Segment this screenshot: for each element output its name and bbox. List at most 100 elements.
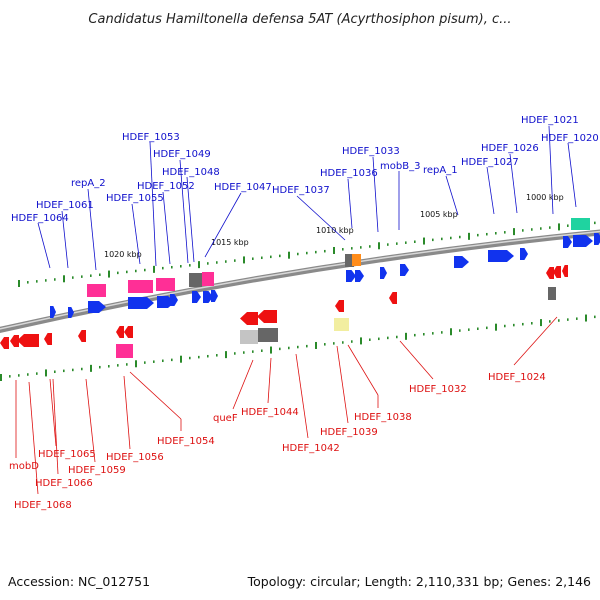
tick-mark (144, 361, 146, 364)
label-hdef-1039[interactable]: HDEF_1039 (320, 427, 378, 438)
reverse-gene (10, 335, 19, 347)
forward-gene (400, 264, 409, 276)
label-hdef-1047[interactable]: HDEF_1047 (214, 182, 272, 193)
tick-mark (243, 351, 245, 354)
forward-gene (346, 270, 356, 282)
tick-mark (135, 269, 137, 273)
tick-mark (594, 315, 596, 319)
topology-text: Topology: circular; Length: 2,110,331 bp… (247, 574, 591, 589)
label-hdef-1020[interactable]: HDEF_1020 (541, 133, 599, 144)
label-hdef-1042[interactable]: HDEF_1042 (282, 443, 340, 454)
label-quef[interactable]: queF (213, 413, 238, 424)
tick-mark (477, 233, 479, 237)
tick-mark (531, 228, 533, 231)
label-hdef-1024[interactable]: HDEF_1024 (488, 372, 546, 383)
tick-mark (441, 331, 443, 334)
label-hdef-1068[interactable]: HDEF_1068 (14, 500, 72, 511)
reverse-gene (257, 310, 277, 323)
label-hdef-1055[interactable]: HDEF_1055 (106, 193, 164, 204)
tick-mark (351, 340, 353, 343)
tick-mark (315, 250, 317, 254)
label-hdef-1044[interactable]: HDEF_1044 (241, 407, 299, 418)
reverse-gene (389, 292, 397, 304)
tick-mark (342, 248, 344, 251)
label-hdef-1021[interactable]: HDEF_1021 (521, 115, 579, 126)
gene-box-gray (258, 328, 278, 342)
tick-mark (72, 276, 74, 279)
label-hdef-1038[interactable]: HDEF_1038 (354, 412, 412, 423)
tick-mark (36, 372, 38, 375)
label-hdef-1036[interactable]: HDEF_1036 (320, 168, 378, 179)
tick-mark (324, 343, 326, 346)
tick-mark (144, 268, 146, 272)
tick-mark (243, 256, 245, 264)
tick-mark (279, 254, 281, 258)
tick-mark (369, 245, 371, 248)
label-hdef-1037[interactable]: HDEF_1037 (272, 185, 330, 196)
tick-mark (306, 251, 308, 255)
forward-gene (203, 291, 213, 303)
tick-mark (261, 256, 263, 260)
label-hdef-1048[interactable]: HDEF_1048 (162, 167, 220, 178)
label-hdef-1066[interactable]: HDEF_1066 (35, 478, 93, 489)
label-mobb-3[interactable]: mobB_3 (380, 161, 420, 172)
gene-box-lightgray (240, 330, 258, 344)
tick-mark (54, 370, 56, 374)
forward-gene (488, 250, 514, 262)
tick-mark (9, 375, 11, 378)
tick-mark (549, 320, 551, 323)
forward-gene (563, 236, 572, 248)
tick-mark (252, 257, 254, 260)
label-hdef-1064[interactable]: HDEF_1064 (11, 213, 69, 224)
tick-mark (441, 237, 443, 241)
tick-mark (135, 360, 137, 368)
label-hdef-1027[interactable]: HDEF_1027 (461, 157, 519, 168)
tick-mark (405, 241, 407, 244)
label-mobd[interactable]: mobD (9, 461, 39, 472)
tick-mark (198, 355, 200, 359)
forward-gene (573, 235, 593, 247)
label-repa-2[interactable]: repA_2 (71, 178, 106, 189)
page-title: Candidatus Hamiltonella defensa 5AT (Acy… (88, 12, 511, 27)
tick-mark (270, 255, 272, 259)
label-hdef-1059[interactable]: HDEF_1059 (68, 465, 126, 476)
tick-mark (189, 264, 191, 267)
gene-box-pink (202, 272, 214, 286)
label-hdef-1026[interactable]: HDEF_1026 (481, 143, 539, 154)
tick-mark (63, 275, 65, 283)
tick-mark (198, 261, 200, 269)
tick-mark (162, 359, 164, 363)
gene-box-gray (548, 287, 556, 300)
tick-mark (45, 279, 47, 282)
tick-mark (207, 354, 209, 358)
label-hdef-1061[interactable]: HDEF_1061 (36, 200, 94, 211)
tick-mark (360, 246, 362, 249)
label-hdef-1065[interactable]: HDEF_1065 (38, 449, 96, 460)
label-hdef-1033[interactable]: HDEF_1033 (342, 146, 400, 157)
label-hdef-1053[interactable]: HDEF_1053 (122, 132, 180, 143)
tick-mark (378, 337, 380, 341)
label-hdef-1049[interactable]: HDEF_1049 (153, 149, 211, 160)
tick-mark (504, 324, 506, 328)
reverse-gene (44, 333, 52, 345)
gene-box-pink (116, 344, 133, 358)
gene-box-pink (87, 284, 106, 297)
tick-mark (432, 238, 434, 242)
label-hdef-1056[interactable]: HDEF_1056 (106, 452, 164, 463)
tick-mark (333, 342, 335, 345)
tick-mark (180, 265, 182, 268)
gene-box-gray (189, 273, 202, 287)
label-hdef-1054[interactable]: HDEF_1054 (157, 436, 215, 447)
tick-mark (531, 322, 533, 325)
label-hdef-1052[interactable]: HDEF_1052 (137, 181, 195, 192)
tick-mark (153, 360, 155, 363)
tick-mark (468, 328, 470, 331)
forward-gene (594, 233, 600, 245)
label-repa-1[interactable]: repA_1 (423, 165, 458, 176)
reverse-gene (124, 326, 133, 338)
tick-mark (90, 274, 92, 277)
reverse-gene (240, 312, 258, 325)
label-hdef-1032[interactable]: HDEF_1032 (409, 384, 467, 395)
reverse-gene (553, 266, 561, 278)
